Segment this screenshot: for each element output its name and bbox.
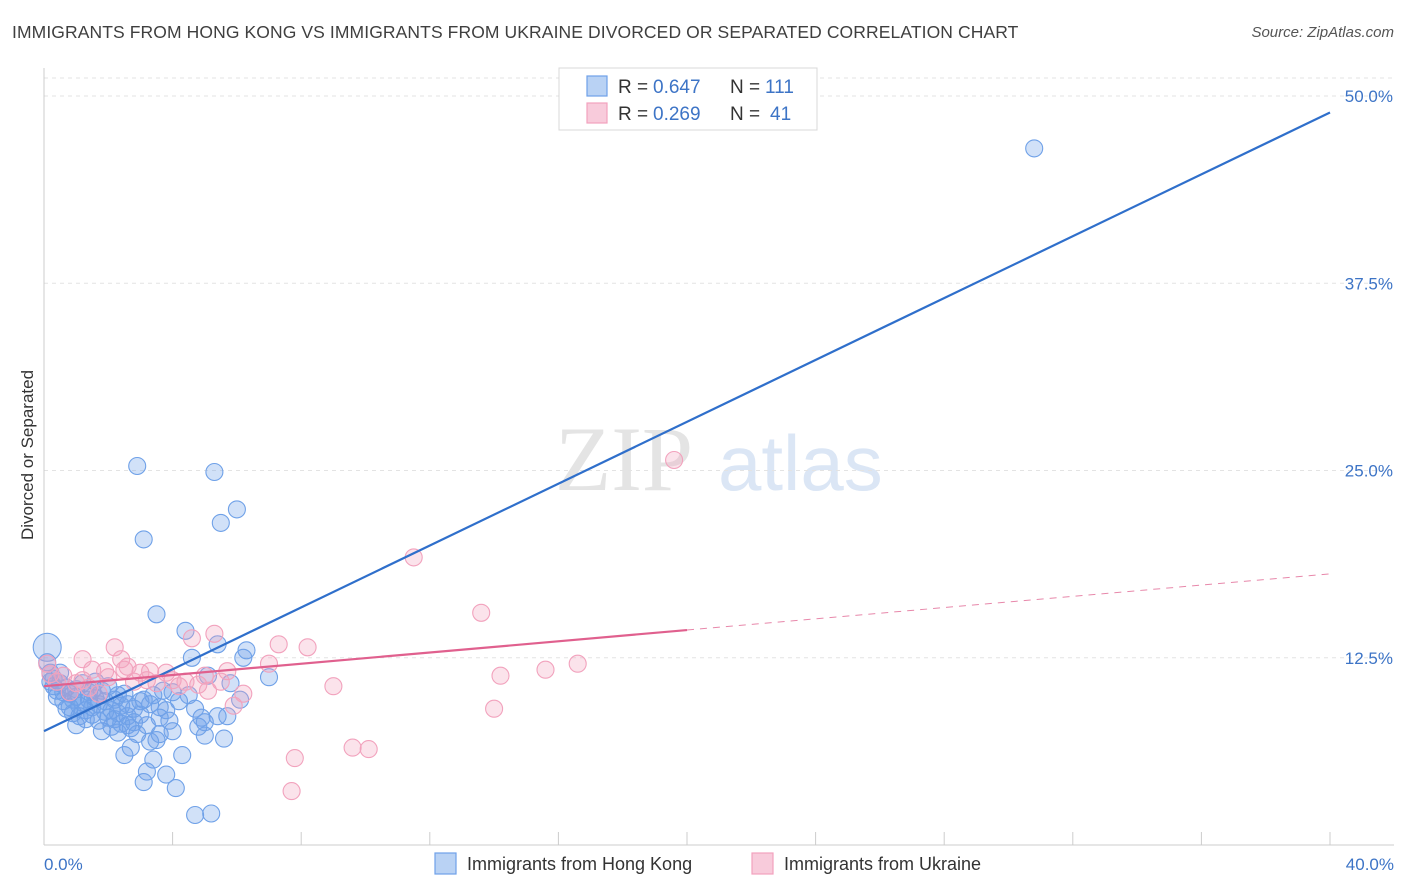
source-label: Source: ZipAtlas.com — [1251, 24, 1394, 41]
data-point — [189, 675, 208, 694]
data-point — [128, 456, 147, 476]
data-point — [118, 716, 137, 735]
data-point — [227, 500, 246, 519]
data-point — [57, 699, 76, 718]
data-point — [89, 684, 108, 703]
bottom-legend-swatch-ukraine — [751, 852, 774, 875]
y-tick-label: 50.0% — [1345, 87, 1393, 106]
data-point — [147, 605, 166, 624]
x-tick-labels: 0.0% 40.0% — [44, 855, 1394, 874]
legend-n-value: 41 — [770, 104, 791, 125]
watermark-atlas: atlas — [718, 419, 883, 507]
y-tick-label: 12.5% — [1345, 649, 1393, 668]
data-point — [218, 707, 237, 726]
data-point — [176, 621, 195, 640]
data-point — [141, 732, 160, 751]
trend-line-extension — [686, 573, 1331, 631]
data-point — [186, 699, 205, 718]
data-point — [182, 629, 201, 648]
data-point — [134, 530, 153, 549]
legend-swatch-hong-kong — [586, 75, 608, 97]
data-point — [224, 696, 243, 715]
x-tick-label: 0.0% — [44, 855, 83, 874]
legend-r-label: R = — [618, 104, 648, 125]
data-point — [282, 782, 301, 801]
data-point — [259, 654, 279, 673]
data-point — [259, 668, 279, 687]
series-hong-kong-points — [32, 139, 1044, 825]
data-point — [41, 665, 60, 684]
data-point — [491, 666, 510, 685]
bottom-legend-label-ukraine: Immigrants from Ukraine — [784, 854, 981, 874]
data-point — [485, 699, 504, 718]
data-point — [221, 674, 240, 693]
data-point — [32, 632, 62, 662]
legend-n-label: N = — [730, 77, 760, 98]
data-point — [324, 677, 343, 696]
data-point — [157, 701, 176, 720]
legend-n-label: N = — [730, 104, 760, 125]
data-point — [150, 708, 169, 727]
trend-line — [43, 628, 688, 688]
bottom-legend-swatch-hong-kong — [434, 852, 457, 875]
data-point — [150, 725, 169, 744]
data-point — [112, 650, 131, 669]
data-point — [195, 726, 214, 745]
bottom-legend: Immigrants from Hong Kong Immigrants fro… — [434, 852, 981, 875]
x-axis-ticks — [43, 832, 1331, 845]
data-point — [173, 746, 192, 765]
data-point — [205, 624, 224, 643]
data-point — [208, 707, 227, 726]
data-point — [205, 462, 224, 482]
data-point — [298, 638, 317, 657]
data-point — [186, 805, 205, 825]
y-tick-label: 37.5% — [1345, 274, 1393, 293]
data-point — [115, 746, 134, 765]
data-point — [211, 672, 230, 691]
trend-lines — [43, 111, 1331, 733]
data-point — [169, 692, 189, 711]
data-point — [269, 635, 288, 654]
data-point — [211, 513, 230, 532]
data-point — [198, 681, 218, 700]
data-point — [568, 654, 587, 673]
data-point — [234, 684, 253, 703]
data-point — [83, 660, 102, 679]
data-point — [99, 668, 118, 687]
y-tick-labels: 12.5% 25.0% 37.5% 50.0% — [1345, 87, 1393, 668]
legend-r-label: R = — [618, 77, 648, 98]
data-point — [134, 690, 153, 709]
y-tick-label: 25.0% — [1345, 462, 1393, 481]
legend-swatch-ukraine — [586, 102, 608, 124]
data-point — [157, 765, 176, 784]
data-point — [536, 660, 555, 679]
data-point — [195, 666, 214, 685]
legend-r-value: 0.647 — [653, 77, 701, 98]
x-tick-label: 40.0% — [1346, 855, 1394, 874]
data-point — [202, 804, 221, 823]
data-point — [665, 450, 684, 470]
trend-line — [43, 111, 1331, 733]
chart-title: IMMIGRANTS FROM HONG KONG VS IMMIGRANTS … — [12, 22, 1019, 42]
legend-n-value: 111 — [765, 77, 794, 98]
data-point — [144, 750, 163, 769]
data-point — [38, 654, 57, 673]
data-point — [160, 711, 179, 730]
gridlines — [44, 77, 1394, 659]
data-point — [343, 738, 362, 757]
legend-r-value: 0.269 — [653, 104, 701, 125]
top-legend: R = 0.647 N = 111 R = 0.269 N = 41 — [558, 67, 818, 131]
data-point — [237, 641, 256, 660]
bottom-legend-label-hong-kong: Immigrants from Hong Kong — [467, 854, 692, 874]
data-point — [134, 773, 153, 792]
data-point — [1025, 139, 1044, 158]
data-point — [359, 740, 378, 759]
data-point — [214, 729, 234, 748]
watermark-zip: ZIP — [555, 408, 693, 510]
data-point — [166, 779, 185, 798]
data-point — [472, 603, 491, 622]
data-point — [285, 749, 304, 768]
